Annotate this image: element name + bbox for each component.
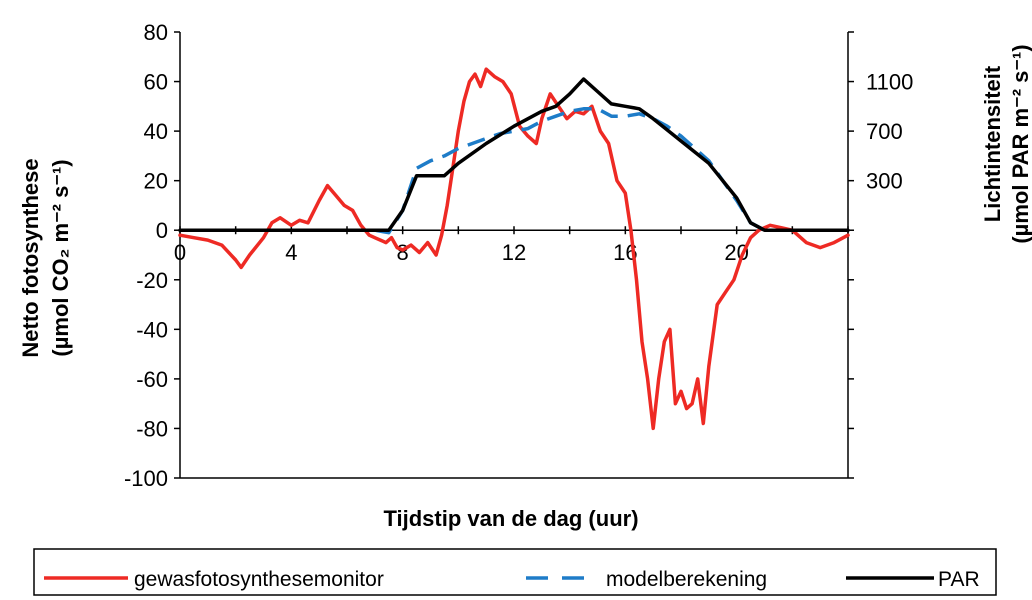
right-y-axis-ticks: 1100 700 300 [848, 31, 913, 479]
x-tick-label: 0 [174, 240, 186, 265]
right-y-axis-unit: (µmol PAR m⁻² s⁻¹) [1008, 44, 1032, 243]
right-y-tick-label: 1100 [866, 70, 913, 95]
right-y-axis-title-group: Lichtintensiteit (µmol PAR m⁻² s⁻¹) [980, 44, 1032, 243]
legend-label-gewasfotosynthesemonitor: gewasfotosynthesemonitor [134, 568, 384, 591]
left-y-tick-label: 60 [144, 70, 168, 95]
left-y-tick-label: 20 [144, 169, 168, 194]
left-y-tick-label: -20 [136, 268, 168, 293]
series-lines [178, 67, 850, 431]
x-axis-title: Tijdstip van de dag (uur) [383, 506, 638, 531]
right-y-tick-label: 300 [866, 169, 903, 194]
right-y-tick-label: 700 [866, 119, 903, 144]
x-tick-label: 12 [502, 240, 526, 265]
x-tick-label: 8 [397, 240, 409, 265]
left-y-tick-label: 80 [144, 20, 168, 45]
left-y-tick-label: -100 [124, 466, 168, 491]
left-y-tick-label: -60 [136, 367, 168, 392]
legend-label-modelberekening: modelberekening [606, 568, 767, 591]
left-y-tick-label: -40 [136, 317, 168, 342]
left-y-axis-unit: (µmol CO₂ m⁻² s⁻¹) [48, 159, 73, 356]
right-y-axis-title: Lichtintensiteit [980, 65, 1005, 222]
legend: gewasfotosynthesemonitor modelberekening… [33, 548, 997, 596]
left-y-axis-title: Netto fotosynthese [18, 158, 43, 357]
series-line-modelberekening [180, 107, 848, 235]
legend-label-PAR: PAR [938, 568, 980, 591]
series-line-gewasfotosynthesemonitor [178, 67, 850, 431]
left-y-tick-label: -80 [136, 416, 168, 441]
left-y-tick-label: 0 [156, 218, 168, 243]
left-y-axis-title-group: Netto fotosynthese (µmol CO₂ m⁻² s⁻¹) [18, 158, 73, 357]
series-line-PAR [178, 77, 850, 232]
legend-box [33, 548, 997, 596]
left-y-axis-ticks: 80 60 40 20 0 -20 -40 -60 -80 -100 [124, 20, 180, 491]
left-y-tick-label: 40 [144, 119, 168, 144]
x-tick-label: 4 [285, 240, 297, 265]
